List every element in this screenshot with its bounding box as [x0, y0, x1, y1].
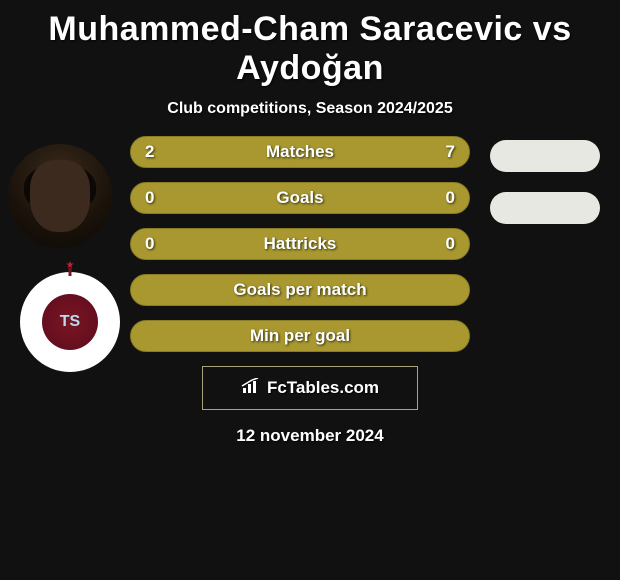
bar-value-right: 0 — [446, 188, 455, 208]
club-inner: TS — [42, 294, 98, 350]
bar-value-left: 0 — [145, 188, 154, 208]
bar-label: Goals — [276, 188, 323, 208]
page-subtitle: Club competitions, Season 2024/2025 — [0, 92, 620, 136]
bar-label: Matches — [266, 142, 334, 162]
bar-label: Min per goal — [250, 326, 350, 346]
stat-bar: 2 7 Matches — [130, 136, 470, 168]
player-left-avatar — [8, 144, 112, 248]
stat-bars: 2 7 Matches 0 0 Goals 0 0 Hattricks Goals per mat… — [130, 136, 470, 352]
player-right-pill-2 — [490, 192, 600, 224]
date-text: 12 november 2024 — [0, 426, 620, 446]
comparison-content: ★ TS 2 7 Matches 0 0 Goals 0 0 Hattricks Goals pe… — [0, 136, 620, 446]
player-right-pill-1 — [490, 140, 600, 172]
bar-fill-right — [205, 137, 469, 167]
club-letters: TS — [60, 313, 80, 331]
club-badge: ★ TS — [20, 272, 120, 372]
club-stripe — [69, 268, 72, 276]
watermark: FcTables.com — [202, 366, 418, 410]
stat-bar: 0 0 Goals — [130, 182, 470, 214]
bar-label: Hattricks — [264, 234, 337, 254]
bar-value-left: 0 — [145, 234, 154, 254]
bar-fill-left — [131, 137, 205, 167]
stat-bar: Goals per match — [130, 274, 470, 306]
bar-label: Goals per match — [233, 280, 366, 300]
chart-icon — [241, 378, 261, 399]
bar-value-left: 2 — [145, 142, 154, 162]
avatar-face — [30, 160, 90, 232]
bar-value-right: 7 — [446, 142, 455, 162]
page-title: Muhammed-Cham Saracevic vs Aydoğan — [0, 0, 620, 92]
watermark-text: FcTables.com — [267, 378, 379, 398]
stat-bar: Min per goal — [130, 320, 470, 352]
bar-value-right: 0 — [446, 234, 455, 254]
stat-bar: 0 0 Hattricks — [130, 228, 470, 260]
